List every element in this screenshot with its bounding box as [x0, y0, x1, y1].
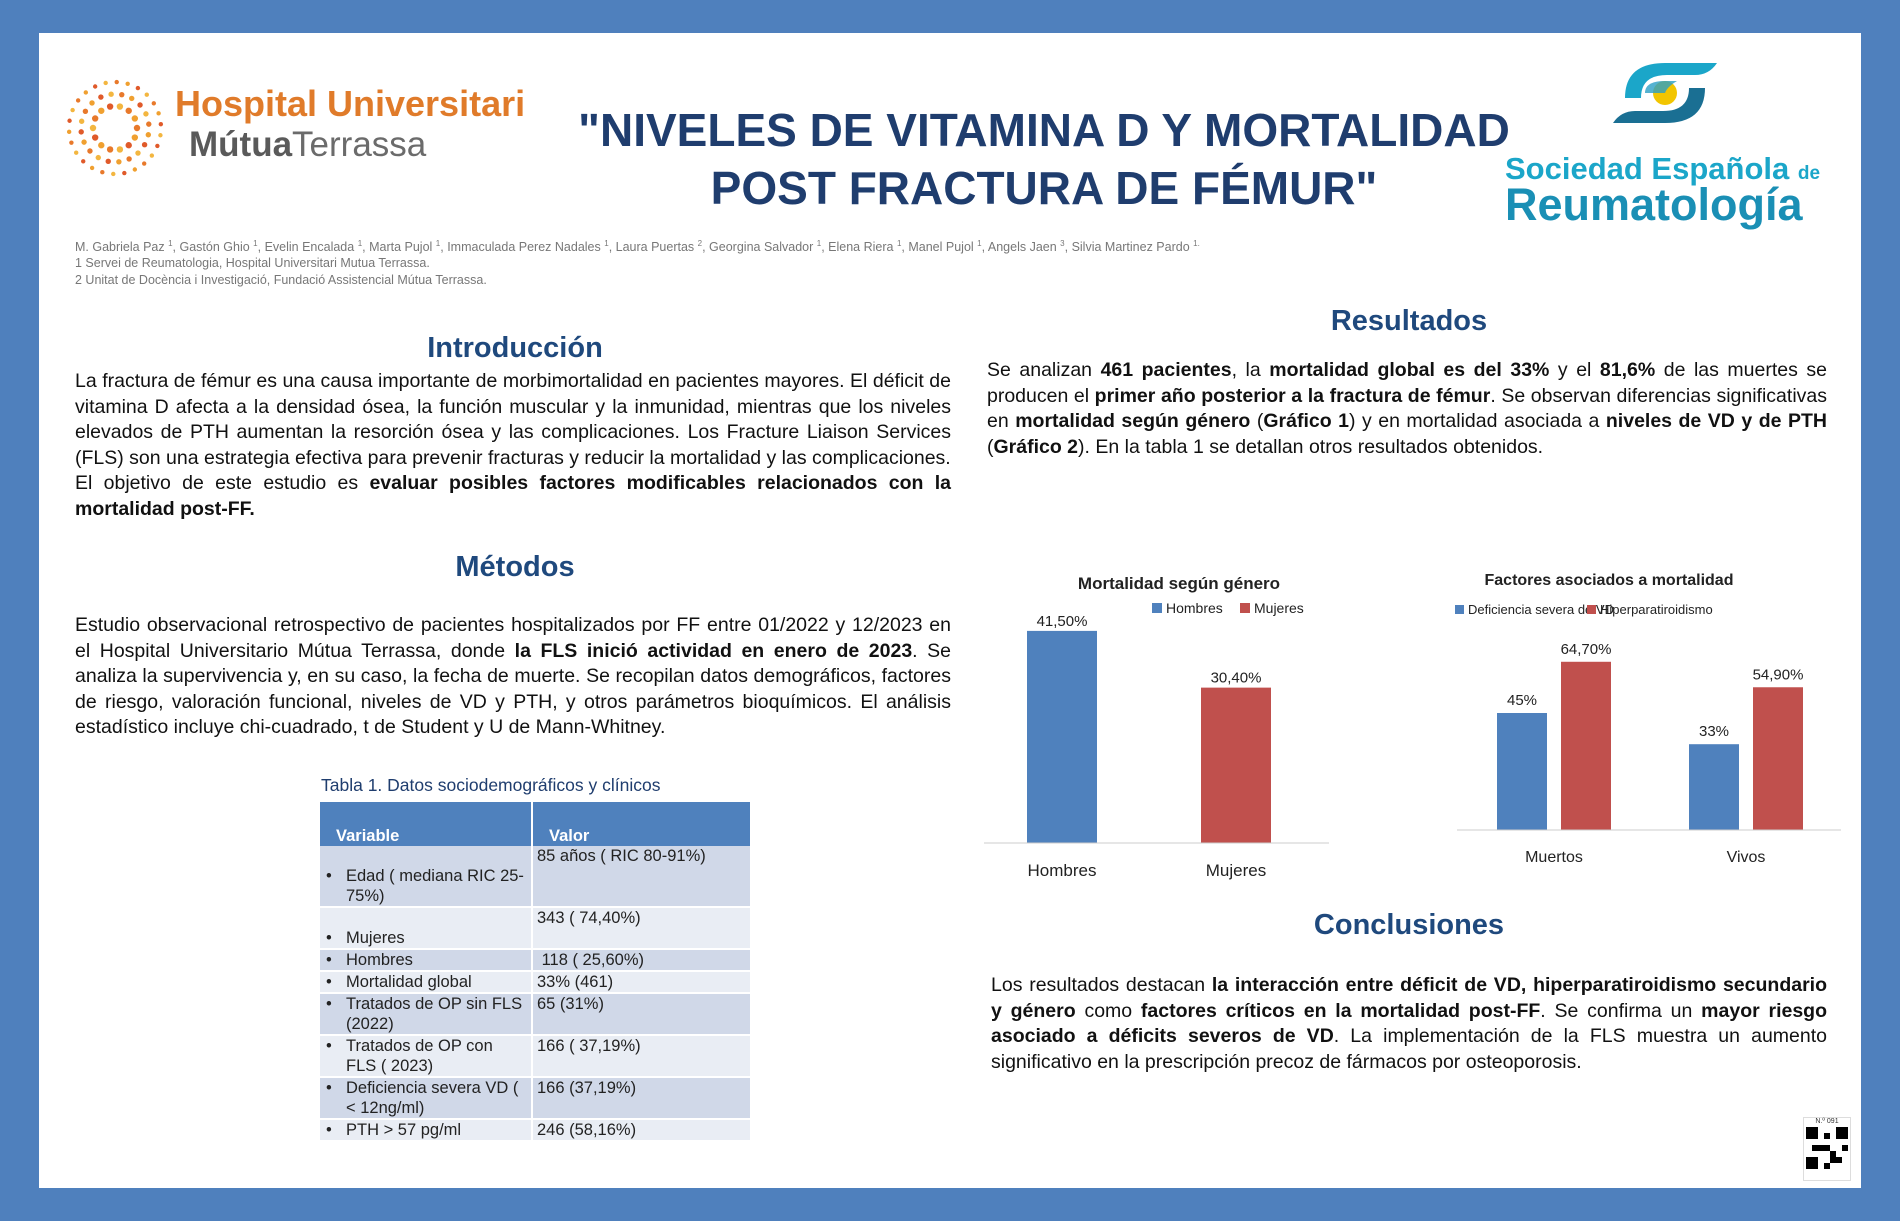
table-header-valor: Valor [532, 802, 752, 846]
author-name: Elena Riera 1 [828, 239, 902, 255]
qr-code: N.º 091 [1803, 1117, 1851, 1181]
metodos-text: Estudio observacional retrospectivo de p… [75, 614, 952, 738]
table-cell-variable: Deficiencia severa VD ( < 12ng/ml) [320, 1077, 533, 1120]
author-list: M. Gabriela Paz 1, Gastón Ghio 1, Evelin… [75, 239, 1200, 255]
chart2-legend-swatch [1587, 605, 1596, 614]
chart2-bar [1497, 713, 1547, 830]
author-name: Evelin Encalada 1 [264, 239, 363, 255]
table-cell-value: 118 ( 25,60%) [532, 949, 752, 972]
chart1-title: Mortalidad según género [1078, 574, 1280, 593]
chart2-bar [1561, 661, 1611, 830]
table-caption: Tabla 1. Datos sociodemográficos y clíni… [321, 775, 661, 795]
author-name: Manel Pujol 1 [908, 239, 982, 255]
resultados-text: Se analizan 461 pacientes, la mortalidad… [987, 359, 1827, 458]
resultados-heading: Resultados [1330, 305, 1488, 337]
conclusiones-text: Los resultados destacan la interacción e… [991, 974, 1828, 1073]
affiliation-2: 2 Unitat de Docència i Investigació, Fun… [75, 273, 487, 288]
chart1-legend-label: Hombres [1166, 600, 1223, 616]
chart2-data-label: 54,90% [1753, 666, 1804, 683]
hospital-logo-line2: MútuaTerrassa [189, 125, 427, 164]
chart2-tick-label: Vivos [1727, 849, 1766, 866]
author-name: Immaculada Perez Nadales 1 [447, 239, 609, 255]
table-cell-variable: Mortalidad global [320, 971, 533, 994]
table-cell-variable: Mujeres [320, 907, 533, 950]
table-row: Hombres 118 ( 25,60%) [320, 949, 752, 972]
table-cell-value: 65 (31%) [532, 993, 752, 1036]
society-logo-line2: Reumatología [1505, 179, 1803, 230]
affiliation-1: 1 Servei de Reumatologia, Hospital Unive… [75, 256, 430, 271]
poster-title: "NIVELES DE VITAMINA D Y MORTALIDAD POST… [529, 101, 1559, 217]
introduccion-paragraph-1: La fractura de fémur es una causa import… [75, 370, 951, 469]
chart1-data-label: 30,40% [1211, 670, 1262, 687]
authors-block: M. Gabriela Paz 1, Gastón Ghio 1, Evelin… [75, 236, 1575, 289]
table-header-variable: Variable [320, 802, 533, 846]
author-name: Angels Jaen 3 [987, 239, 1065, 255]
table-cell-variable: Hombres [320, 949, 533, 972]
chart-mortalidad-genero: Mortalidad según género Hombres Mujeres 41,… [984, 574, 1329, 880]
introduccion-heading: Introducción [427, 332, 603, 364]
chart2-bar [1753, 687, 1803, 830]
chart2-title: Factores asociados a mortalidad [1485, 572, 1734, 589]
chart2-data-label: 64,70% [1561, 641, 1612, 658]
ser-emblem-icon [1613, 63, 1717, 123]
table-cell-variable: Tratados de OP con FLS ( 2023) [320, 1035, 533, 1078]
table-cell-variable: Edad ( mediana RIC 25-75%) [320, 846, 533, 908]
introduccion-paragraph-2: El objetivo de este estudio es evaluar p… [75, 472, 951, 520]
chart1-tick-label: Hombres [1028, 861, 1097, 880]
chart2-tick-label: Muertos [1525, 849, 1583, 866]
hospital-logo-line1: Hospital Universitari [175, 83, 526, 124]
table-cell-value: 166 ( 37,19%) [532, 1035, 752, 1078]
author-name: Marta Pujol 1 [369, 239, 441, 255]
data-table: Variable Valor Edad ( mediana RIC 25-75%… [320, 802, 752, 1142]
chart2-legend-label: Hiperparatiroidismo [1600, 602, 1713, 617]
author-name: Silvia Martinez Pardo 1. [1071, 239, 1200, 255]
table-cell-variable: PTH > 57 pg/ml [320, 1119, 533, 1142]
author-name: Gastón Ghio 1 [179, 239, 258, 255]
conclusiones-heading: Conclusiones [1313, 909, 1505, 941]
title-line-2: POST FRACTURA DE FÉMUR" [710, 162, 1378, 214]
society-logo-line1: Sociedad Española de [1505, 151, 1821, 186]
table-cell-variable: Tratados de OP sin FLS (2022) [320, 993, 533, 1036]
chart1-legend-label: Mujeres [1254, 600, 1304, 616]
author-name: M. Gabriela Paz 1 [75, 239, 173, 255]
title-line-1: "NIVELES DE VITAMINA D Y MORTALIDAD [578, 104, 1510, 156]
chart1-data-label: 41,50% [1037, 613, 1088, 630]
table-row: Tratados de OP con FLS ( 2023)166 ( 37,1… [320, 1035, 752, 1078]
society-logo: Sociedad Española de Reumatología [1505, 53, 1845, 230]
table-row: Deficiencia severa VD ( < 12ng/ml)166 (3… [320, 1077, 752, 1120]
chart1-tick-label: Mujeres [1206, 861, 1266, 880]
qr-label: N.º 091 [1815, 1118, 1839, 1125]
hospital-logo: Hospital Universitari MútuaTerrassa [47, 73, 525, 188]
table-cell-value: 343 ( 74,40%) [532, 907, 752, 950]
author-name: Laura Puertas 2 [615, 239, 703, 255]
chart1-legend-swatch [1152, 603, 1162, 613]
chart2-data-label: 33% [1699, 723, 1729, 740]
table-cell-value: 166 (37,19%) [532, 1077, 752, 1120]
introduccion-text: La fractura de fémur es una causa import… [75, 369, 951, 522]
table-cell-value: 33% (461) [532, 971, 752, 994]
chart2-data-label: 45% [1507, 692, 1537, 709]
table-cell-value: 85 años ( RIC 80-91%) [532, 846, 752, 908]
table-row: Tratados de OP sin FLS (2022)65 (31%) [320, 993, 752, 1036]
chart1-bar [1027, 630, 1097, 843]
chart2-legend-label: Deficiencia severa de VD [1468, 602, 1614, 617]
table-header-row: Variable Valor [320, 802, 752, 846]
chart1-legend-swatch [1240, 603, 1250, 613]
qr-code-icon [1806, 1127, 1848, 1169]
chart1-bar [1201, 687, 1271, 843]
table-cell-value: 246 (58,16%) [532, 1119, 752, 1142]
chart2-bar [1689, 744, 1739, 830]
table-row: Edad ( mediana RIC 25-75%)85 años ( RIC … [320, 846, 752, 908]
poster: Hospital Universitari MútuaTerrassa "NIV… [39, 33, 1861, 1188]
metodos-heading: Métodos [455, 551, 575, 583]
author-name: Georgina Salvador 1 [709, 239, 822, 255]
sun-dots-icon [66, 79, 164, 177]
chart2-legend-swatch [1455, 605, 1464, 614]
chart-factores-mortalidad: Factores asociados a mortalidad Deficienc… [1455, 572, 1841, 866]
